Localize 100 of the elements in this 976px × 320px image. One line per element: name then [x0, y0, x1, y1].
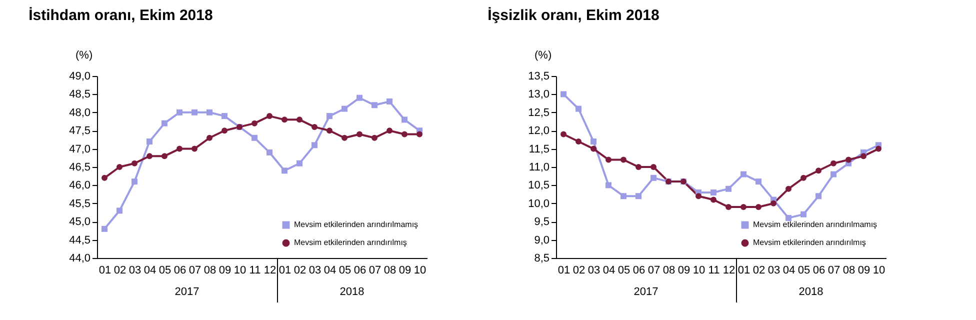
point [636, 193, 642, 200]
y-tick-label: 46,0 [69, 180, 90, 192]
chart-title: İşsizlik oranı, Ekim 2018 [488, 7, 660, 24]
point [650, 174, 656, 181]
point [740, 204, 746, 210]
point [816, 168, 822, 174]
x-tick-label: 06 [632, 264, 646, 276]
point [830, 160, 836, 166]
x-tick-label: 10 [234, 264, 246, 276]
point [132, 178, 138, 185]
point [786, 186, 792, 192]
point [342, 106, 348, 112]
x-tick-label: 05 [158, 264, 172, 276]
point [740, 171, 746, 178]
point [102, 174, 108, 181]
point [206, 109, 212, 116]
chart-title: İstihdam oranı, Ekim 2018 [28, 7, 213, 24]
point [206, 134, 212, 141]
point [282, 168, 288, 174]
x-tick-label: 08 [204, 264, 216, 276]
x-tick-label: 02 [572, 264, 586, 276]
x-tick-label: 05 [338, 264, 352, 276]
y-axis-title: (%) [534, 50, 552, 62]
point [326, 113, 332, 120]
point [876, 146, 882, 152]
point [606, 182, 612, 188]
x-tick-label: 01 [738, 264, 750, 276]
point [386, 98, 392, 104]
y-axis-title: (%) [76, 50, 93, 62]
x-tick-label: 09 [218, 264, 232, 276]
x-tick-label: 07 [188, 264, 202, 276]
point [710, 189, 716, 196]
point [372, 134, 378, 141]
y-tick-label: 47,0 [69, 143, 90, 156]
y-tick-label: 13,5 [528, 70, 550, 82]
point [576, 106, 582, 112]
y-tick-label: 49,0 [69, 70, 90, 82]
x-tick-label: 01 [98, 264, 112, 276]
x-tick-label: 06 [354, 264, 366, 276]
x-tick-label: 05 [618, 264, 630, 276]
y-tick-label: 8,5 [534, 252, 550, 264]
point [576, 138, 582, 145]
point [710, 196, 716, 203]
point [726, 186, 732, 192]
point [402, 116, 408, 123]
x-tick-label: 09 [858, 264, 870, 276]
text: 2018 [798, 286, 824, 298]
y-tick-label: 47,5 [69, 125, 90, 138]
point [176, 146, 182, 152]
x-tick-label: 04 [782, 264, 796, 276]
legend-label: Mevsim etkilerinden arındırılmış [294, 238, 407, 247]
y-tick-label: 48,5 [69, 88, 90, 101]
point [560, 131, 566, 138]
point [356, 94, 362, 101]
point [372, 102, 378, 108]
point [146, 138, 152, 145]
x-tick-label: 12 [722, 264, 736, 276]
point [252, 134, 258, 141]
point [620, 156, 626, 163]
x-tick-label: 09 [398, 264, 412, 276]
point [590, 146, 596, 152]
x-tick-label: 08 [662, 264, 676, 276]
x-tick-label: 03 [588, 264, 600, 276]
text: 2018 [340, 286, 364, 298]
point [266, 113, 272, 120]
point [132, 160, 138, 166]
point [402, 131, 408, 138]
y-tick-label: 9,5 [534, 216, 550, 228]
point [650, 164, 656, 170]
y-tick-label: 44,0 [69, 252, 90, 264]
point [756, 204, 762, 210]
point [606, 156, 612, 163]
point [560, 91, 566, 98]
x-tick-label: 11 [249, 264, 261, 276]
point [636, 164, 642, 170]
y-tick-label: 12,5 [528, 106, 550, 119]
point [222, 113, 228, 120]
x-tick-label: 01 [558, 264, 570, 276]
y-tick-label: 44,5 [69, 234, 90, 246]
point [266, 149, 272, 156]
y-tick-label: 12,0 [528, 125, 550, 138]
point [416, 131, 422, 138]
legend-label: Mevsim etkilerinden arındırılmamış [294, 220, 418, 229]
point [860, 153, 866, 160]
x-tick-label: 11 [708, 264, 720, 276]
y-tick-label: 45,0 [69, 216, 90, 228]
point [252, 120, 258, 126]
x-tick-label: 07 [828, 264, 840, 276]
x-tick-label: 02 [114, 264, 126, 276]
y-tick-label: 48,0 [69, 106, 90, 119]
point [176, 109, 182, 116]
x-tick-label: 10 [872, 264, 886, 276]
point [222, 128, 228, 134]
x-tick-label: 10 [414, 264, 426, 276]
point [800, 211, 806, 218]
y-tick-label: 11,0 [528, 162, 550, 174]
point [786, 214, 792, 221]
x-tick-label: 05 [798, 264, 810, 276]
point [830, 171, 836, 178]
point [342, 134, 348, 141]
